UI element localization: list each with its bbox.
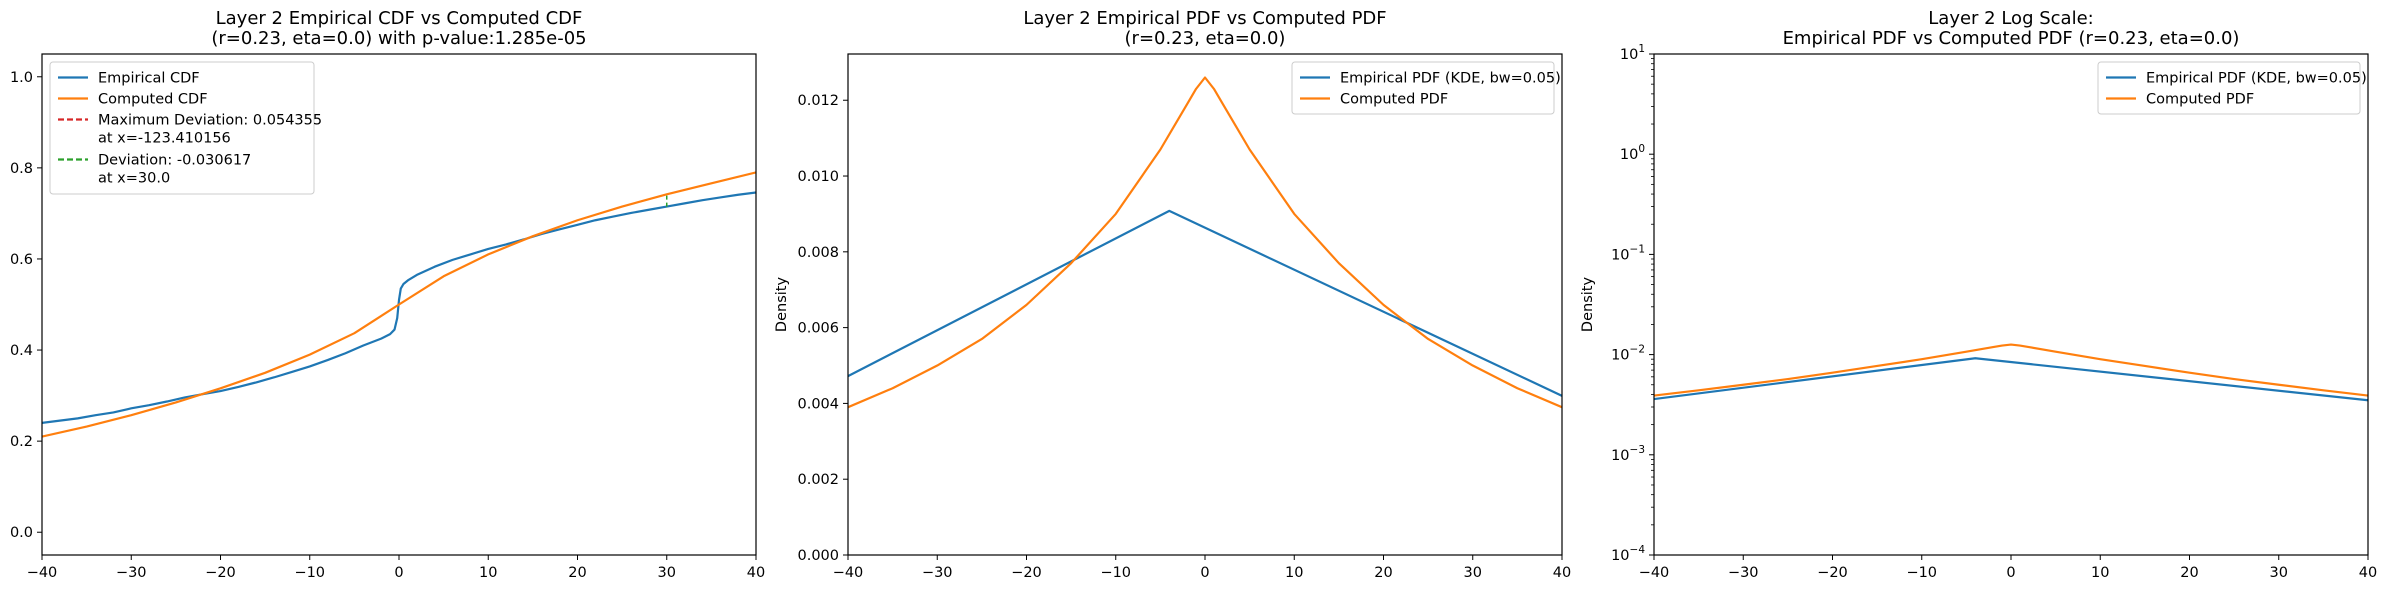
y-tick-label: 0.000: [797, 548, 839, 564]
chart-title-line: (r=0.23, eta=0.0): [1125, 28, 1286, 49]
legend-box: [49, 61, 315, 195]
x-tick-label: 20: [1374, 565, 1392, 581]
y-tick-label: 1.0: [10, 70, 33, 86]
legend-box: [2097, 61, 2361, 115]
x-tick-label: 40: [747, 565, 765, 581]
legend: Empirical PDF (KDE, bw=0.05) Computed PDF: [2097, 61, 2367, 115]
x-tick-label: 20: [568, 565, 586, 581]
x-tick-label: −10: [1100, 565, 1131, 581]
x-tick-label: 10: [479, 565, 497, 581]
series-line-2: [1654, 343, 2368, 397]
y-tick-label: 0.4: [10, 343, 33, 359]
chart-panel-1: Layer 2 Empirical CDF vs Computed CDF(r=…: [10, 8, 765, 581]
y-tick-label: 10−4: [1611, 544, 1645, 564]
x-tick-label: −30: [922, 565, 953, 581]
y-tick-label-exponent: −3: [1630, 444, 1645, 456]
y-tick-label-exponent: −4: [1630, 544, 1646, 556]
y-tick-label-exponent: 1: [1638, 43, 1645, 55]
legend-label: Maximum Deviation: 0.054355: [98, 113, 322, 129]
x-tick-label: −40: [27, 565, 58, 581]
chart-panel-2: Layer 2 Empirical PDF vs Computed PDF(r=…: [774, 8, 1571, 581]
x-tick-label: 10: [2091, 565, 2109, 581]
series-line-1: [1654, 357, 2368, 402]
y-tick-label: 0.0: [10, 525, 33, 541]
chart-title-line: Empirical PDF vs Computed PDF (r=0.23, e…: [1783, 28, 2240, 49]
y-tick-label: 0.008: [797, 245, 839, 261]
y-tick-label-base: 10: [1611, 247, 1629, 263]
y-tick-label: 0.2: [10, 434, 33, 450]
y-axis-label: Density: [774, 277, 790, 333]
series-line-1: [848, 209, 1562, 397]
y-tick-label: 0.006: [797, 321, 839, 337]
legend-label: Empirical PDF (KDE, bw=0.05): [1340, 71, 1561, 87]
y-tick-label-exponent: −1: [1630, 243, 1645, 255]
y-tick-label: 0.004: [797, 396, 839, 412]
chart-panel-3: Layer 2 Log Scale:Empirical PDF vs Compu…: [1580, 8, 2377, 581]
chart-title-line: Layer 2 Empirical PDF vs Computed PDF: [1023, 8, 1386, 29]
series-line-2: [42, 171, 756, 438]
y-tick-label-base: 10: [1620, 47, 1638, 63]
x-tick-label: 0: [2006, 565, 2015, 581]
y-tick-label: 0.6: [10, 252, 33, 268]
series-line-2: [848, 76, 1562, 409]
chart-title-line: Layer 2 Empirical CDF vs Computed CDF: [216, 8, 583, 29]
y-tick-label: 10−1: [1611, 243, 1645, 263]
y-tick-label: 10−2: [1611, 344, 1645, 364]
x-tick-label: −10: [294, 565, 325, 581]
series-line-1: [42, 191, 756, 425]
y-tick-label-exponent: 0: [1638, 143, 1645, 155]
chart-title-line: Layer 2 Log Scale:: [1928, 8, 2093, 29]
y-tick-label: 0.010: [797, 169, 839, 185]
legend-label: Deviation: -0.030617: [98, 153, 251, 169]
x-tick-label: −20: [1817, 565, 1848, 581]
y-tick-label: 0.8: [10, 161, 33, 177]
y-tick-label-base: 10: [1611, 348, 1629, 364]
x-tick-label: −30: [1728, 565, 1759, 581]
x-tick-label: 40: [2359, 565, 2377, 581]
x-tick-label: 0: [1200, 565, 1209, 581]
y-tick-label-base: 10: [1611, 448, 1629, 464]
x-tick-label: −40: [1639, 565, 1670, 581]
y-tick-label: 100: [1620, 143, 1645, 163]
legend-label-line2: at x=-123.410156: [98, 131, 231, 147]
legend-box: [1291, 61, 1555, 115]
legend-label: Computed CDF: [98, 92, 208, 108]
legend-label: Empirical PDF (KDE, bw=0.05): [2146, 71, 2367, 87]
legend-label: Computed PDF: [2146, 92, 2254, 108]
x-tick-label: 40: [1553, 565, 1571, 581]
y-tick-label: 0.012: [797, 93, 839, 109]
x-tick-label: −30: [116, 565, 147, 581]
x-tick-label: −20: [1011, 565, 1042, 581]
legend: Empirical PDF (KDE, bw=0.05) Computed PDF: [1291, 61, 1561, 115]
x-tick-label: −20: [205, 565, 236, 581]
y-tick-label: 10−3: [1611, 444, 1645, 464]
y-tick-label: 0.002: [797, 472, 839, 488]
y-tick-label-base: 10: [1620, 147, 1638, 163]
x-tick-label: 30: [1464, 565, 1482, 581]
x-tick-label: 10: [1285, 565, 1303, 581]
x-tick-label: −10: [1906, 565, 1937, 581]
y-tick-label-base: 10: [1611, 548, 1629, 564]
x-tick-label: 30: [2270, 565, 2288, 581]
y-tick-label-exponent: −2: [1630, 344, 1645, 356]
legend-label: Empirical CDF: [98, 71, 200, 87]
x-tick-label: 30: [658, 565, 676, 581]
legend-label: Computed PDF: [1340, 92, 1448, 108]
y-tick-label: 101: [1620, 43, 1645, 63]
legend: Empirical CDF Computed CDF Maximum Deviati…: [49, 61, 322, 195]
chart-title-line: (r=0.23, eta=0.0) with p-value:1.285e-05: [211, 28, 586, 49]
legend-label-line2: at x=30.0: [98, 171, 170, 187]
y-axis-label: Density: [1580, 277, 1596, 333]
x-tick-label: 20: [2180, 565, 2198, 581]
x-tick-label: −40: [833, 565, 864, 581]
x-tick-label: 0: [394, 565, 403, 581]
